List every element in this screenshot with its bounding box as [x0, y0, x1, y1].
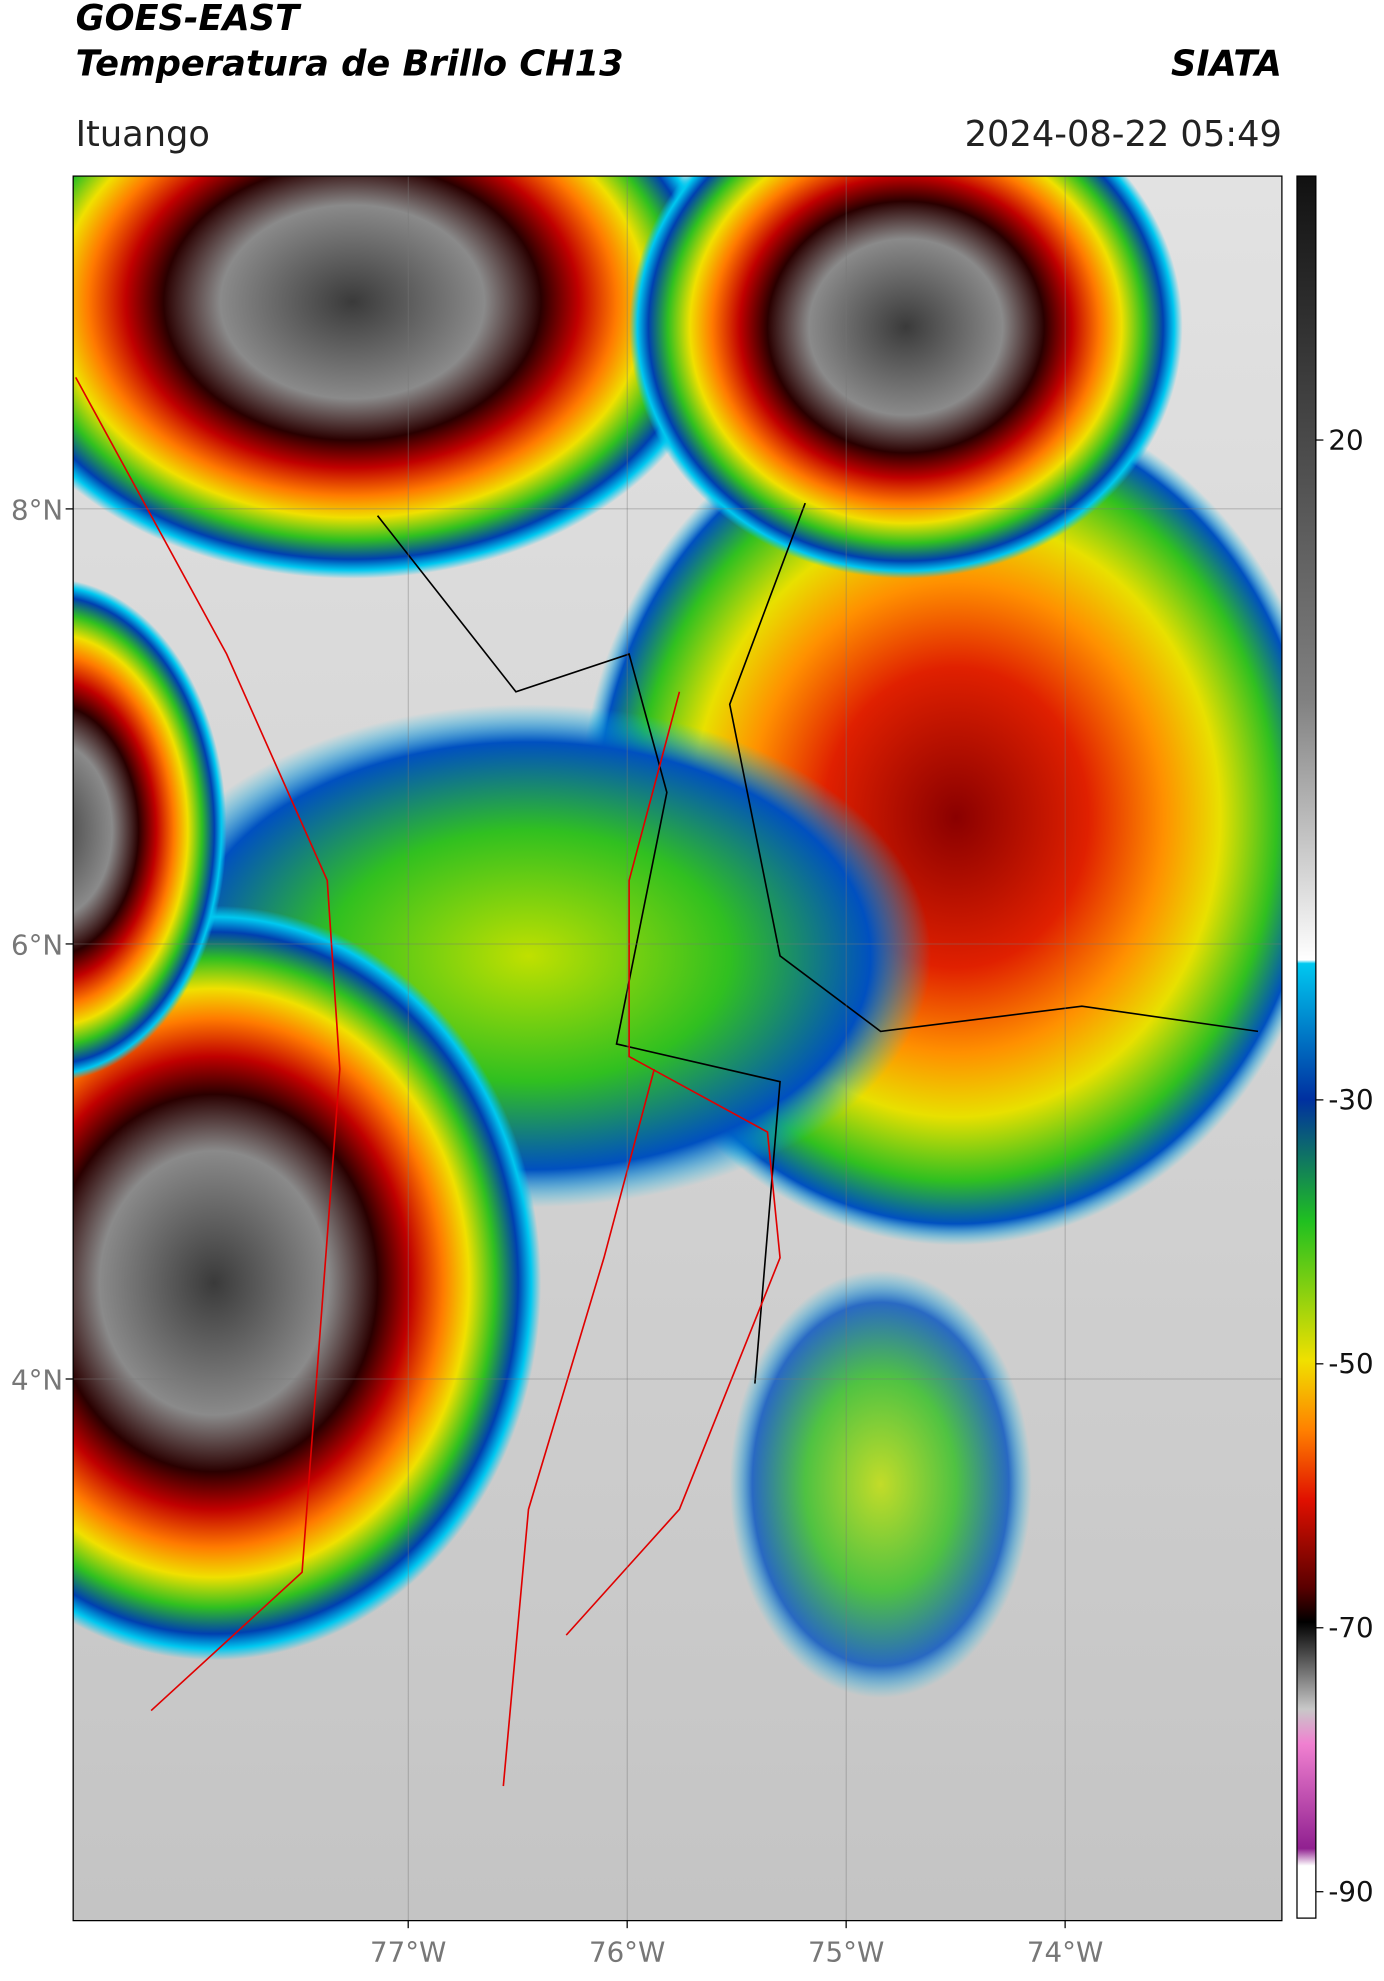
lat-tick-label: 6°N — [11, 928, 63, 961]
colorbar-tick-label: -30 — [1328, 1083, 1373, 1116]
datetime: 2024-08-22 05:49 — [965, 114, 1282, 155]
lon-tick-label: 75°W — [808, 1935, 884, 1968]
location: Ituango — [76, 114, 210, 155]
colorbar-tick-label: 20 — [1328, 423, 1363, 456]
colorbar-tick-label: -70 — [1328, 1611, 1373, 1644]
map-imagery — [73, 176, 1282, 1921]
lon-tick-label: 76°W — [589, 1935, 665, 1968]
map-frame — [72, 175, 1283, 1922]
title-line1: GOES-EAST — [76, 0, 302, 39]
colorbar-tick-label: -90 — [1328, 1875, 1373, 1908]
graticule — [73, 176, 1282, 1921]
title-line2: Temperatura de Brillo CH13 — [76, 43, 624, 84]
lon-tick-label: 77°W — [370, 1935, 446, 1968]
organization: SIATA — [1171, 43, 1282, 84]
colorbar — [1296, 175, 1317, 1919]
colorbar-tick-label: -50 — [1328, 1347, 1373, 1380]
lat-tick-label: 4°N — [11, 1364, 63, 1397]
lat-tick-label: 8°N — [11, 493, 63, 526]
lon-tick-label: 74°W — [1027, 1935, 1103, 1968]
